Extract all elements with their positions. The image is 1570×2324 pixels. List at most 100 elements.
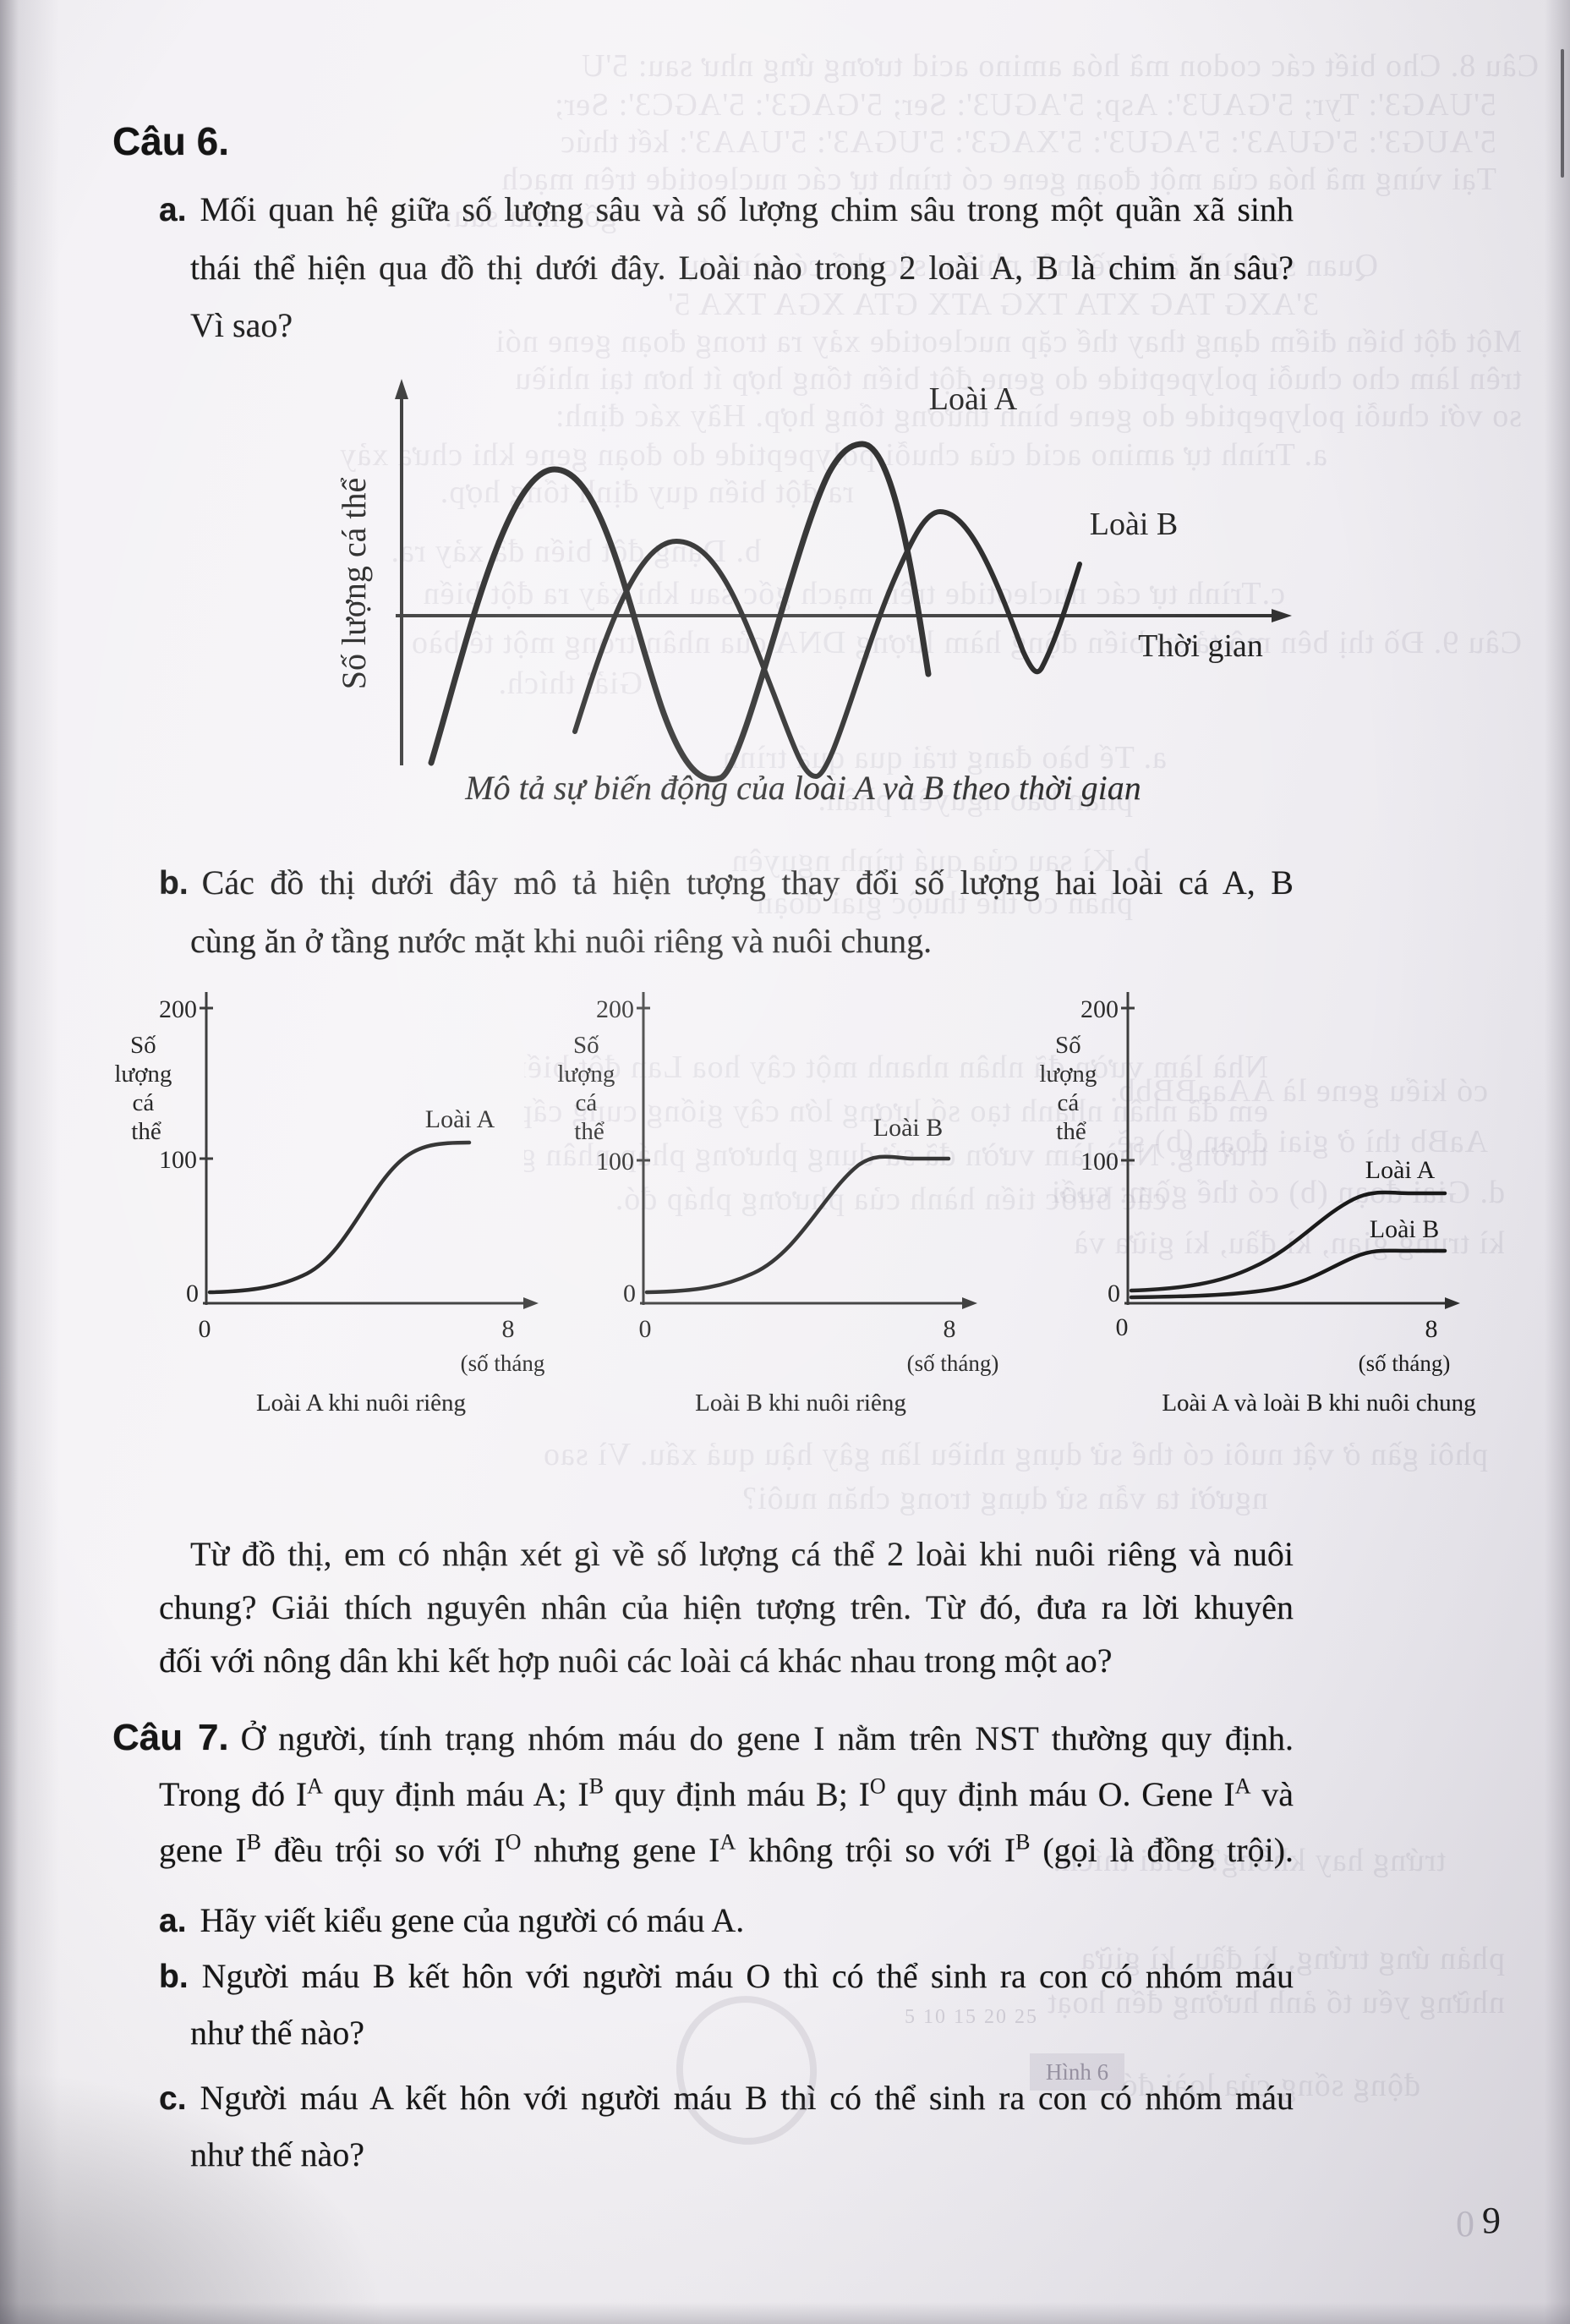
y-tick-100: 100 xyxy=(1080,1148,1119,1176)
y-label-word: Số xyxy=(573,1032,599,1059)
series-b-curve xyxy=(644,1154,951,1295)
paragraph-line: a. Hãy viết kiểu gene của người có máu A. xyxy=(159,1893,1294,1949)
q7-item-a: a. Hãy viết kiểu gene của người có máu A. xyxy=(159,1893,1294,1949)
y-tick-0: 0 xyxy=(186,1280,199,1307)
q7-line2: Trong đó IA quy định máu A; IB quy định … xyxy=(159,1773,1294,1813)
chart-species-a-alone: 200 100 0 Số lượng cá thể 0 8 (số tháng)… xyxy=(72,985,552,1391)
x-tick-0: 0 xyxy=(199,1315,211,1343)
allele-superscript: B xyxy=(246,1829,262,1855)
y-label-word: thể xyxy=(131,1118,161,1145)
q6-item-a-paragraph: a. Mối quan hệ giữa số lượng sâu và số lư… xyxy=(159,181,1294,354)
population-oscillation-svg: Số lượng cá thể Thời gian Loài A Loài B xyxy=(335,379,1292,782)
item-b-text-line2: cùng ăn ở tầng nước mặt khi nuôi riêng v… xyxy=(190,922,933,960)
item-c-text-line2: như thế nào? xyxy=(190,2135,365,2173)
chart-a-caption: Loài A khi nuôi riêng xyxy=(255,1389,467,1417)
x-axis-arrowhead xyxy=(1272,609,1292,622)
y-tick-200: 200 xyxy=(1080,995,1119,1023)
page-number-ghost: 0 xyxy=(1456,2203,1474,2245)
item-b-text-line2: như thế nào? xyxy=(190,2014,365,2052)
y-label-word: Số xyxy=(1055,1032,1081,1059)
chart-b-caption: Loài B khi nuôi riêng xyxy=(695,1389,906,1417)
series-b-label: Loài B xyxy=(1090,507,1178,542)
conclusion-line1: Từ đồ thị, em có nhận xét gì về số lượng… xyxy=(190,1535,1294,1573)
y-label-word: lượng xyxy=(114,1061,172,1088)
x-axis-arrowhead xyxy=(523,1297,539,1309)
item-a-text-line3: Vì sao? xyxy=(190,306,293,344)
series-a-label: Loài A xyxy=(929,381,1018,417)
y-axis-label-stacked: Số lượng cá thể xyxy=(557,1032,621,1145)
conclusion-line2: chung? Giải thích nguyên nhân của hiện t… xyxy=(159,1588,1294,1626)
x-tick-8: 8 xyxy=(502,1315,515,1343)
y-label-word: cá xyxy=(576,1089,598,1116)
chart-species-ab-together: 200 100 0 Số lượng cá thể 0 8 (số tháng)… xyxy=(993,985,1501,1391)
x-axis-unit: (số tháng) xyxy=(907,1351,999,1376)
item-a-marker: a. xyxy=(159,1903,187,1939)
allele-superscript: A xyxy=(719,1829,736,1855)
paragraph-line: b. Người máu B kết hôn với người máu O th… xyxy=(159,1949,1294,2005)
x-axis-unit: (số tháng) xyxy=(461,1351,545,1376)
allele-superscript: B xyxy=(1015,1829,1031,1855)
x-tick-0: 0 xyxy=(639,1315,652,1343)
y-label-word: thể xyxy=(574,1118,604,1145)
series-a-curve xyxy=(207,1140,472,1295)
series-b-label: Loài B xyxy=(873,1114,944,1142)
y-label-word: lượng xyxy=(557,1061,615,1088)
q7-line3: gene IB đều trội so với IO nhưng gene IA… xyxy=(159,1829,1294,1869)
allele-superscript: B xyxy=(588,1773,604,1799)
series-a-label: Loài A xyxy=(1365,1156,1436,1184)
item-b-marker: b. xyxy=(159,1959,189,1995)
allele-superscript: A xyxy=(307,1773,323,1799)
x-tick-8: 8 xyxy=(944,1315,956,1343)
x-axis-arrowhead xyxy=(962,1297,977,1309)
series-a-label: Loài A xyxy=(425,1105,495,1133)
chart-species-b-alone: 200 100 0 Số lượng cá thể 0 8 (số tháng)… xyxy=(507,985,1006,1391)
main-chart-caption: Mô tả sự biến động của loài A và B theo … xyxy=(465,769,1141,807)
item-c-marker: c. xyxy=(159,2080,187,2117)
paragraph-line: b. Các đồ thị dưới đây mô tả hiện tượng t… xyxy=(159,854,1294,913)
q7-line1: Câu 7. Ở người, tính trạng nhóm máu do ge… xyxy=(112,1710,1294,1767)
y-axis-label: Số lượng cá thể xyxy=(335,477,373,689)
y-tick-0: 0 xyxy=(1108,1280,1120,1307)
page-number: 9 xyxy=(1482,2200,1501,2241)
conclusion-line3: đối với nông dân khi kết hợp nuôi các lo… xyxy=(159,1642,1113,1680)
series-b-curve xyxy=(572,509,1082,779)
question-7-paragraph: Câu 7. Ở người, tính trạng nhóm máu do ge… xyxy=(112,1710,1294,1878)
question-6-heading: Câu 6. xyxy=(112,119,230,163)
paragraph-line: c. Người máu A kết hôn với người máu B th… xyxy=(159,2070,1294,2127)
chart-species-ab-together-svg: 200 100 0 Số lượng cá thể 0 8 (số tháng)… xyxy=(1039,992,1460,1376)
series-a-curve xyxy=(428,441,932,782)
x-tick-0: 0 xyxy=(1116,1313,1129,1341)
item-c-text-line1: Người máu A kết hôn với người máu B thì … xyxy=(200,2079,1294,2117)
item-a-text-line1: Mối quan hệ giữa số lượng sâu và số lượn… xyxy=(200,190,1294,228)
population-oscillation-chart: Số lượng cá thể Thời gian Loài A Loài B xyxy=(321,372,1319,795)
series-b-curve xyxy=(1129,1248,1447,1300)
allele-superscript: A xyxy=(1234,1773,1251,1799)
chart-species-a-alone-svg: 200 100 0 Số lượng cá thể 0 8 (số tháng)… xyxy=(114,992,552,1376)
item-b-text-line1: Các đồ thị dưới đây mô tả hiện tượng tha… xyxy=(201,863,1294,902)
y-tick-0: 0 xyxy=(623,1280,636,1307)
y-tick-100: 100 xyxy=(596,1148,634,1176)
x-tick-8: 8 xyxy=(1425,1315,1438,1343)
y-label-word: lượng xyxy=(1039,1061,1097,1088)
x-axis-unit: (số tháng) xyxy=(1359,1351,1451,1376)
y-axis-label-stacked: Số lượng cá thể xyxy=(114,1032,178,1145)
q7-item-b: b. Người máu B kết hôn với người máu O th… xyxy=(159,1949,1294,2061)
y-tick-200: 200 xyxy=(159,995,197,1023)
q7-item-c: c. Người máu A kết hôn với người máu B th… xyxy=(159,2070,1294,2183)
bleedthrough-axis-numbers: 5 10 15 20 25 xyxy=(905,2006,1038,2028)
y-label-word: Số xyxy=(130,1032,156,1059)
y-tick-100: 100 xyxy=(159,1146,197,1174)
item-a-text-line2: thái thể hiện qua đồ thị dưới đây. Loài … xyxy=(190,249,1294,287)
series-a-curve xyxy=(1129,1190,1447,1293)
bleedthrough-figure-label: Hình 6 xyxy=(1030,2053,1124,2091)
y-axis-arrowhead xyxy=(395,379,408,399)
allele-superscript: O xyxy=(505,1829,522,1855)
chart-ab-caption: Loài A và loài B khi nuôi chung xyxy=(1162,1389,1476,1417)
item-b-marker: b. xyxy=(159,865,189,902)
allele-superscript: O xyxy=(869,1773,886,1799)
item-b-text-line1: Người máu B kết hôn với người máu O thì … xyxy=(201,1957,1294,1995)
y-tick-200: 200 xyxy=(596,995,634,1023)
y-label-word: cá xyxy=(133,1089,155,1116)
paragraph-line: a. Mối quan hệ giữa số lượng sâu và số lư… xyxy=(159,181,1294,239)
